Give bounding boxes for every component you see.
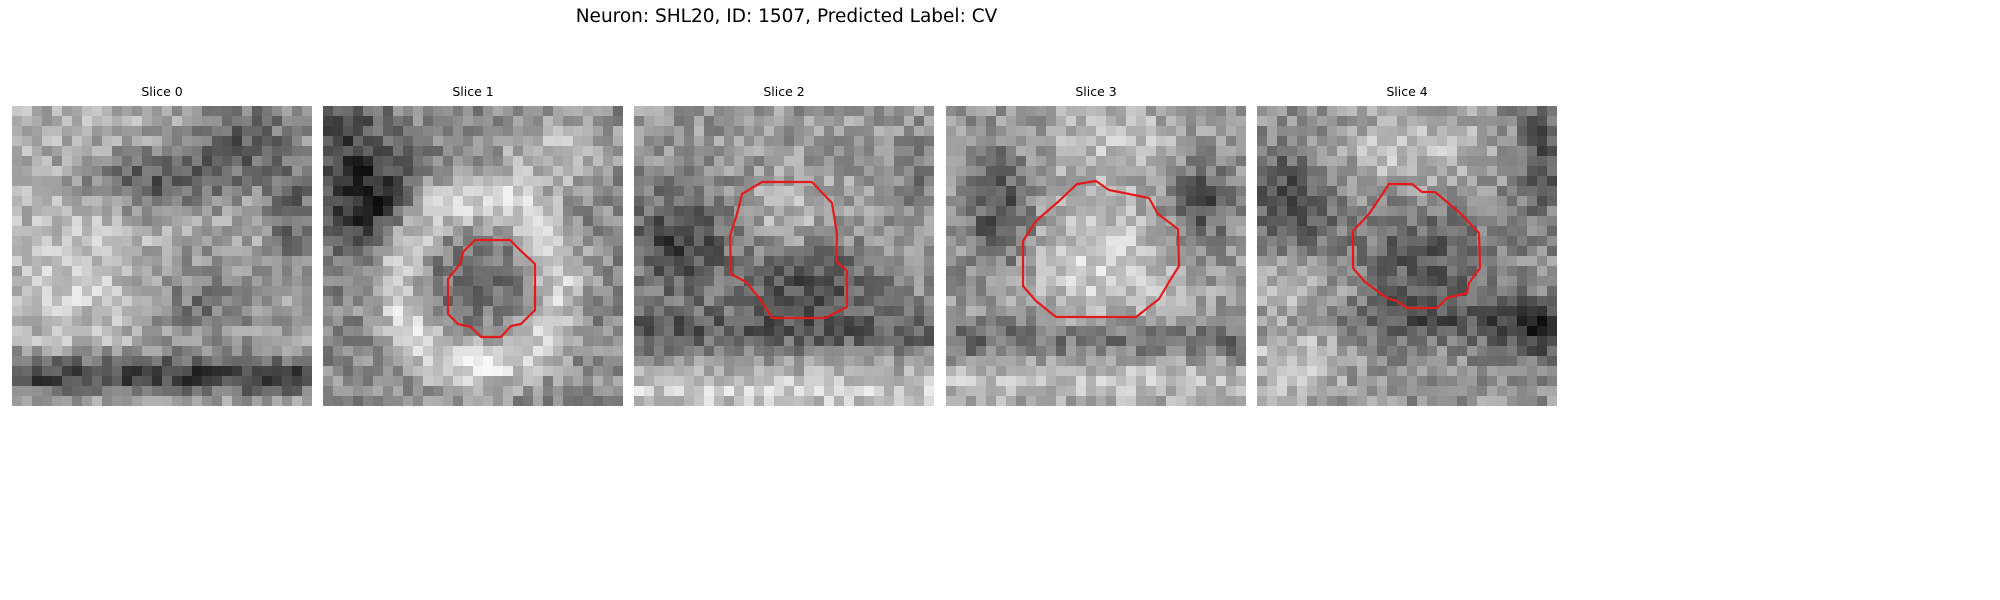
panel-title: Slice 1: [452, 84, 494, 99]
slice-image: [323, 106, 623, 406]
segmentation-contour: [446, 238, 537, 339]
slice-image: [12, 106, 312, 406]
panel-title: Slice 2: [763, 84, 805, 99]
slice-image: [946, 106, 1246, 406]
slice-image: [634, 106, 934, 406]
panel-title: Slice 4: [1386, 84, 1428, 99]
segmentation-contour: [728, 180, 849, 320]
segmentation-contour: [1021, 179, 1181, 319]
figure-title: Neuron: SHL20, ID: 1507, Predicted Label…: [575, 6, 998, 27]
slice-image: [1257, 106, 1557, 406]
panel-title: Slice 3: [1075, 84, 1117, 99]
panel-title: Slice 0: [141, 84, 183, 99]
segmentation-contour: [1351, 182, 1482, 310]
